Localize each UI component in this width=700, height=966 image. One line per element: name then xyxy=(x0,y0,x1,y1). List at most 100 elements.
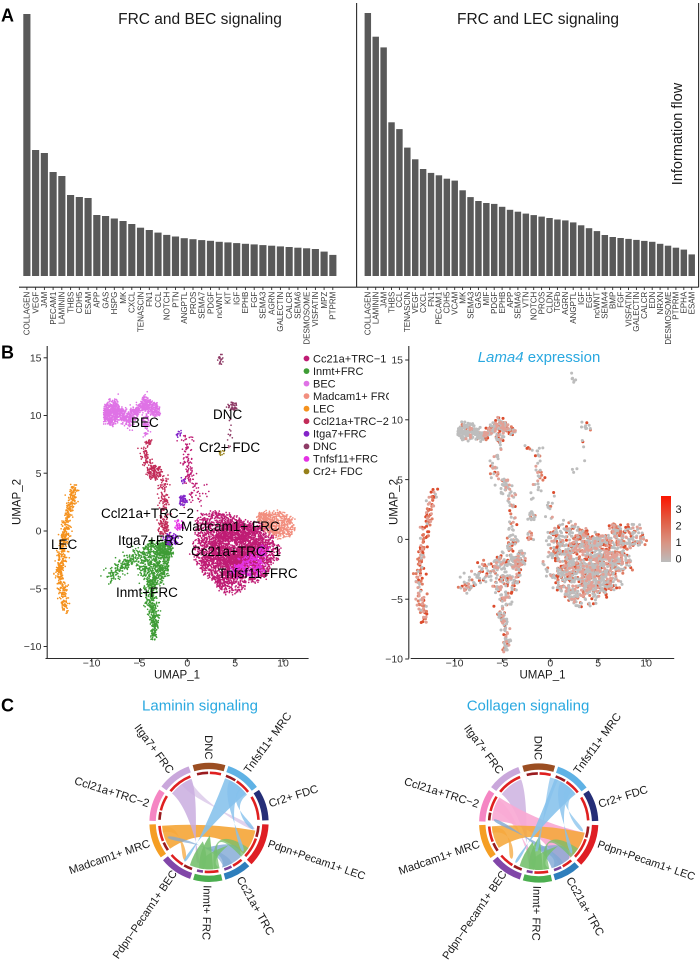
svg-text:CALCR: CALCR xyxy=(285,291,294,318)
svg-text:GAS: GAS xyxy=(101,292,110,309)
svg-text:−10: −10 xyxy=(446,658,464,670)
svg-text:EPHB: EPHB xyxy=(241,292,250,314)
svg-text:C: C xyxy=(1,696,14,716)
svg-text:−5: −5 xyxy=(30,584,42,596)
svg-text:VISFATIN: VISFATIN xyxy=(311,291,320,326)
svg-text:JAM: JAM xyxy=(379,291,388,307)
svg-text:DNC: DNC xyxy=(202,735,214,759)
svg-text:KIT: KIT xyxy=(224,292,233,305)
svg-text:0: 0 xyxy=(676,554,682,566)
svg-text:Laminin signaling: Laminin signaling xyxy=(142,698,258,715)
svg-text:ANGPTL: ANGPTL xyxy=(569,291,578,324)
svg-text:TGFb: TGFb xyxy=(553,291,562,312)
svg-text:Lama4 expression: Lama4 expression xyxy=(478,349,601,366)
svg-text:10: 10 xyxy=(277,658,289,670)
svg-text:Madcam1+ MRC: Madcam1+ MRC xyxy=(397,839,481,878)
svg-text:COLLAGEN: COLLAGEN xyxy=(364,291,373,335)
svg-text:DNC: DNC xyxy=(213,407,242,422)
svg-text:GALECTIN: GALECTIN xyxy=(632,291,641,331)
svg-text:UMAP_2: UMAP_2 xyxy=(389,479,401,525)
svg-text:MPZ: MPZ xyxy=(320,292,329,309)
svg-text:−5: −5 xyxy=(391,594,403,606)
svg-text:FGF: FGF xyxy=(616,292,625,308)
svg-text:B: B xyxy=(1,343,14,363)
svg-text:GALECTIN: GALECTIN xyxy=(276,291,285,331)
svg-text:Madcam1+ FRC: Madcam1+ FRC xyxy=(181,519,280,534)
svg-text:Itga7+FRC: Itga7+FRC xyxy=(313,429,367,441)
svg-text:Cc21a+TRC−1: Cc21a+TRC−1 xyxy=(191,544,281,559)
svg-text:Ccl21a+TRC−2: Ccl21a+TRC−2 xyxy=(313,416,389,428)
svg-text:AGRN: AGRN xyxy=(268,291,277,314)
svg-text:ESAM: ESAM xyxy=(84,291,93,314)
svg-text:Information flow: Information flow xyxy=(670,82,686,185)
svg-text:PDGF: PDGF xyxy=(206,292,215,314)
svg-text:Inmt+ FRC: Inmt+ FRC xyxy=(199,885,212,940)
svg-text:Cr2+ FDC: Cr2+ FDC xyxy=(267,783,319,810)
svg-text:JAM: JAM xyxy=(40,291,49,307)
svg-text:SEMA3: SEMA3 xyxy=(466,291,475,319)
svg-text:ncWNT: ncWNT xyxy=(593,292,602,319)
svg-text:BMP: BMP xyxy=(609,292,618,309)
svg-text:MIF: MIF xyxy=(482,292,491,306)
svg-text:BEC: BEC xyxy=(131,415,159,430)
svg-text:Tnfsf11+FRC: Tnfsf11+FRC xyxy=(313,454,378,466)
svg-text:IGF: IGF xyxy=(233,292,242,305)
svg-text:COLLAGEN: COLLAGEN xyxy=(23,291,32,335)
svg-text:Pdpn−Pecam1+ BEC: Pdpn−Pecam1+ BEC xyxy=(441,869,510,961)
svg-text:PECAM1: PECAM1 xyxy=(49,291,58,324)
svg-text:Cr2+ FDC: Cr2+ FDC xyxy=(199,440,260,455)
svg-text:SEMA6: SEMA6 xyxy=(514,291,523,319)
svg-text:LEC: LEC xyxy=(51,537,78,552)
svg-text:Cc21a+ TRC: Cc21a+ TRC xyxy=(234,875,276,938)
svg-text:−10: −10 xyxy=(24,641,42,653)
svg-text:ANGPTL: ANGPTL xyxy=(180,291,189,324)
svg-text:Itga7+FRC: Itga7+FRC xyxy=(118,533,184,548)
svg-text:Inmt+FRC: Inmt+FRC xyxy=(116,585,178,600)
svg-text:Collagen signaling: Collagen signaling xyxy=(467,698,590,715)
svg-text:2: 2 xyxy=(676,521,682,533)
svg-text:Cc21a+ TRC: Cc21a+ TRC xyxy=(563,875,605,938)
svg-text:5: 5 xyxy=(36,468,42,480)
svg-text:THBS: THBS xyxy=(387,292,396,313)
svg-text:Madcam1+ MRC: Madcam1+ MRC xyxy=(68,838,152,877)
svg-text:Ccl21a+TRC−2: Ccl21a+TRC−2 xyxy=(101,506,194,521)
svg-text:EPHB: EPHB xyxy=(498,292,507,314)
svg-text:Inmt+ FRC: Inmt+ FRC xyxy=(529,886,542,941)
svg-text:−10: −10 xyxy=(385,654,403,666)
svg-text:LAMININ: LAMININ xyxy=(58,291,67,324)
svg-text:10: 10 xyxy=(30,410,42,422)
svg-text:ncWNT: ncWNT xyxy=(215,292,224,319)
svg-text:THBS: THBS xyxy=(66,292,75,313)
svg-text:SEMA6: SEMA6 xyxy=(294,291,303,319)
svg-text:Ccl21a+TRC−2: Ccl21a+TRC−2 xyxy=(73,775,151,810)
svg-text:15: 15 xyxy=(30,352,42,364)
svg-text:Cr2+ FDC: Cr2+ FDC xyxy=(597,784,649,811)
svg-text:FRC and LEC signaling: FRC and LEC signaling xyxy=(457,11,619,28)
svg-text:PECAM1: PECAM1 xyxy=(435,291,444,324)
svg-text:CXCL: CXCL xyxy=(419,291,428,313)
svg-text:LEC: LEC xyxy=(313,404,334,416)
svg-text:LAMININ: LAMININ xyxy=(372,291,381,324)
svg-text:AGRN: AGRN xyxy=(561,291,570,314)
svg-text:TENASCIN: TENASCIN xyxy=(136,291,145,332)
svg-text:UMAP_2: UMAP_2 xyxy=(12,479,24,525)
svg-text:VCAM: VCAM xyxy=(451,291,460,314)
svg-text:CDH5: CDH5 xyxy=(443,291,452,313)
svg-text:−10: −10 xyxy=(83,658,101,670)
svg-text:FGF: FGF xyxy=(250,292,259,308)
svg-text:CDH5: CDH5 xyxy=(75,291,84,313)
svg-text:EPHA: EPHA xyxy=(680,291,689,313)
svg-text:Inmt+FRC: Inmt+FRC xyxy=(313,366,363,378)
svg-text:Cr2+ FDC: Cr2+ FDC xyxy=(313,466,363,478)
svg-text:10: 10 xyxy=(391,415,403,427)
svg-text:0: 0 xyxy=(36,526,42,538)
svg-text:VISFATIN: VISFATIN xyxy=(624,291,633,326)
svg-text:PTPRM: PTPRM xyxy=(672,291,681,319)
svg-text:1: 1 xyxy=(676,537,682,549)
svg-text:BEC: BEC xyxy=(313,378,336,390)
svg-text:CLDN: CLDN xyxy=(545,291,554,313)
svg-text:NOTCH: NOTCH xyxy=(530,291,539,320)
svg-text:PTN: PTN xyxy=(171,291,180,307)
svg-text:3: 3 xyxy=(676,504,682,516)
svg-text:UMAP_1: UMAP_1 xyxy=(519,670,565,682)
